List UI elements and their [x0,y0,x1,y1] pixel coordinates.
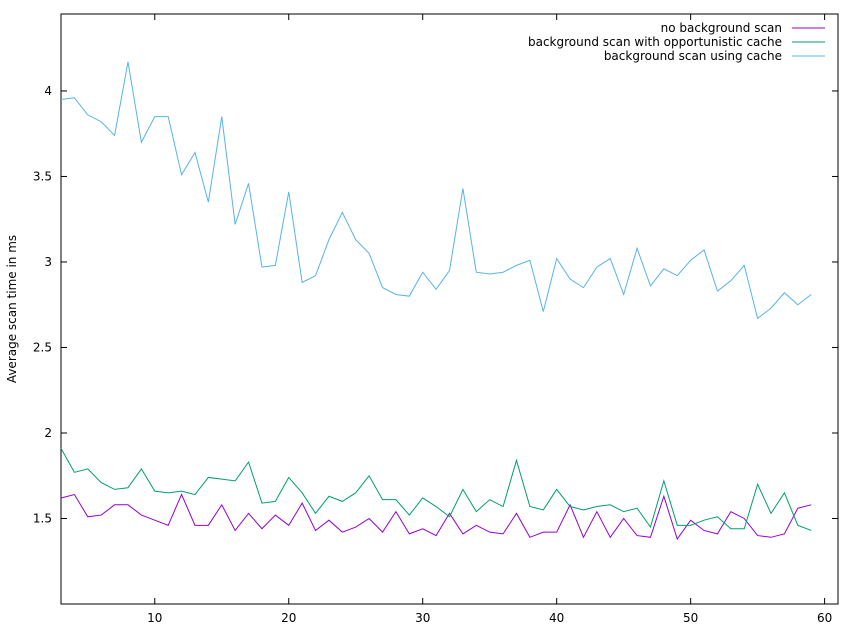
x-tick-label: 30 [415,611,430,625]
series-line-3 [60,61,812,320]
x-tick-label: 10 [147,611,162,625]
y-tick-label: 4 [44,84,52,98]
x-tick-label: 40 [549,611,564,625]
legend-label: background scan using cache [604,49,782,63]
y-axis-label: Average scan time in ms [5,235,19,383]
x-tick-label: 60 [817,611,832,625]
legend-label: no background scan [661,21,782,35]
series-lines [60,61,812,541]
x-tick-label: 50 [683,611,698,625]
series-line-2 [60,448,812,531]
plot-frame [60,13,839,605]
x-tick-label: 20 [281,611,296,625]
series-line-1 [60,493,812,541]
y-tick-label: 2 [44,426,52,440]
y-tick-label: 3 [44,255,52,269]
y-tick-label: 3.5 [33,169,52,183]
y-tick-label: 2.5 [33,340,52,354]
legend-label: background scan with opportunistic cache [528,35,782,49]
ticks: 10 20 30 40 50 60 1.5 2 2.5 3 3.5 4 [33,14,838,625]
y-tick-label: 1.5 [33,511,52,525]
